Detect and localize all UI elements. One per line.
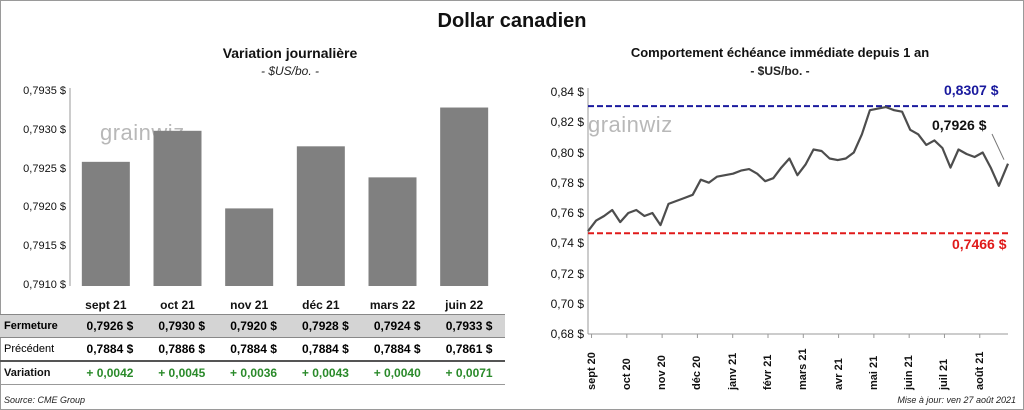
line-chart-x-tick: févr 21 bbox=[762, 354, 774, 390]
watermark-right-text: grainwiz bbox=[588, 112, 673, 137]
bar bbox=[225, 208, 274, 286]
row-label: Variation bbox=[0, 360, 74, 385]
row-fermeture: Fermeture 0,7926 $ 0,7930 $ 0,7920 $ 0,7… bbox=[0, 314, 505, 338]
line-chart-x-tick: juil 21 bbox=[938, 358, 951, 390]
bar bbox=[153, 130, 202, 286]
source-note: Source: CME Group bbox=[4, 395, 86, 405]
line-chart-x-tick: oct 20 bbox=[620, 358, 633, 390]
cell-fermeture: 0,7930 $ bbox=[145, 314, 218, 338]
line-chart-y-tick: 0,78 $ bbox=[550, 175, 584, 190]
line-chart-y-tick: 0,68 $ bbox=[550, 327, 584, 341]
bar-chart-y-tick: 0,7925 $ bbox=[23, 162, 66, 175]
last-value-leader bbox=[991, 133, 1005, 160]
bar-chart-y-tick: 0,7935 $ bbox=[23, 85, 66, 97]
cell-variation: + 0,0042 bbox=[74, 360, 146, 385]
cell-fermeture: 0,7924 $ bbox=[361, 314, 434, 338]
cell-fermeture: 0,7933 $ bbox=[433, 314, 505, 338]
line-chart-x-tick: nov 20 bbox=[656, 355, 669, 390]
line-chart-y-tick: 0,72 $ bbox=[550, 266, 584, 281]
series-line bbox=[587, 105, 1010, 232]
bar-category-label: sept 21 bbox=[85, 298, 127, 312]
line-chart-y-tick: 0,76 $ bbox=[550, 206, 584, 220]
stats-table: Fermeture 0,7926 $ 0,7930 $ 0,7920 $ 0,7… bbox=[0, 314, 505, 385]
cell-precedent: 0,7884 $ bbox=[302, 342, 349, 356]
watermark-right: grainwiz bbox=[588, 112, 673, 138]
line-chart-y-tick: 0,80 $ bbox=[550, 145, 584, 160]
bar bbox=[368, 177, 417, 286]
row-label: Fermeture bbox=[0, 314, 74, 338]
line-chart-y-tick: 0,82 $ bbox=[550, 115, 584, 130]
bar-category-label: mars 22 bbox=[369, 298, 416, 312]
line-chart-x-tick: août 21 bbox=[973, 351, 986, 390]
bar-category-label: oct 21 bbox=[160, 298, 195, 312]
bar bbox=[81, 161, 130, 286]
row-precedent: Précédent 0,7884 $ 0,7886 $ 0,7884 $ 0,7… bbox=[0, 338, 505, 362]
line-chart-y-tick: 0,70 $ bbox=[550, 296, 584, 311]
bar-category-label: nov 21 bbox=[230, 298, 269, 312]
cell-fermeture: 0,7920 $ bbox=[217, 314, 290, 338]
bar-chart-y-tick: 0,7915 $ bbox=[23, 240, 66, 253]
update-note: Mise à jour: ven 27 août 2021 bbox=[897, 395, 1016, 405]
cell-precedent: 0,7884 $ bbox=[86, 342, 134, 356]
bar bbox=[440, 107, 489, 287]
max-value-label: 0,8307 $ bbox=[944, 82, 999, 98]
row-label: Précédent bbox=[4, 343, 55, 355]
cell-precedent: 0,7884 $ bbox=[373, 342, 421, 356]
line-chart-y-tick: 0,84 $ bbox=[550, 85, 584, 99]
cell-precedent: 0,7861 $ bbox=[445, 342, 493, 356]
line-chart-y-tick: 0,74 $ bbox=[550, 236, 584, 251]
line-chart-x-tick: mars 21 bbox=[797, 348, 810, 390]
row-variation: Variation + 0,0042 + 0,0045 + 0,0036 + 0… bbox=[0, 360, 505, 385]
bar bbox=[296, 146, 345, 286]
line-chart-x-tick: avr 21 bbox=[832, 358, 845, 390]
bar-chart-y-tick: 0,7910 $ bbox=[23, 279, 66, 291]
main-title: Dollar canadien bbox=[437, 10, 587, 32]
cell-variation: + 0,0036 bbox=[217, 360, 290, 385]
min-value-label: 0,7466 $ bbox=[952, 236, 1007, 252]
line-chart-title: Comportement échéance immédiate depuis 1… bbox=[630, 45, 930, 60]
cell-variation: + 0,0040 bbox=[361, 360, 434, 385]
bar-chart-title: Variation journalière bbox=[222, 45, 358, 61]
line-chart-x-tick: sept 20 bbox=[585, 352, 598, 390]
bar-category-label: déc 21 bbox=[302, 298, 340, 312]
cell-variation: + 0,0043 bbox=[289, 360, 362, 385]
cell-fermeture: 0,7928 $ bbox=[289, 314, 362, 338]
cell-precedent: 0,7886 $ bbox=[158, 342, 206, 356]
bar-chart bbox=[69, 88, 489, 287]
line-chart-subtitle: - $US/bo. - bbox=[750, 64, 810, 78]
cell-fermeture: 0,7926 $ bbox=[74, 314, 146, 338]
bar-chart-y-tick: 0,7920 $ bbox=[23, 201, 66, 214]
bar-chart-subtitle: - $US/bo. - bbox=[260, 64, 320, 78]
line-chart-x-tick: janv 21 bbox=[726, 352, 739, 390]
last-value-label: 0,7926 $ bbox=[932, 117, 987, 133]
line-chart-x-tick: mai 21 bbox=[867, 355, 880, 390]
bar-chart-y-tick: 0,7930 $ bbox=[23, 123, 66, 136]
line-chart-x-tick: déc 20 bbox=[691, 355, 704, 390]
cell-variation: + 0,0045 bbox=[145, 360, 218, 385]
bar-category-label: juin 22 bbox=[445, 298, 484, 312]
cell-variation: + 0,0071 bbox=[433, 360, 505, 385]
cell-precedent: 0,7884 $ bbox=[230, 342, 277, 356]
line-chart-x-tick: juin 21 bbox=[903, 355, 916, 390]
